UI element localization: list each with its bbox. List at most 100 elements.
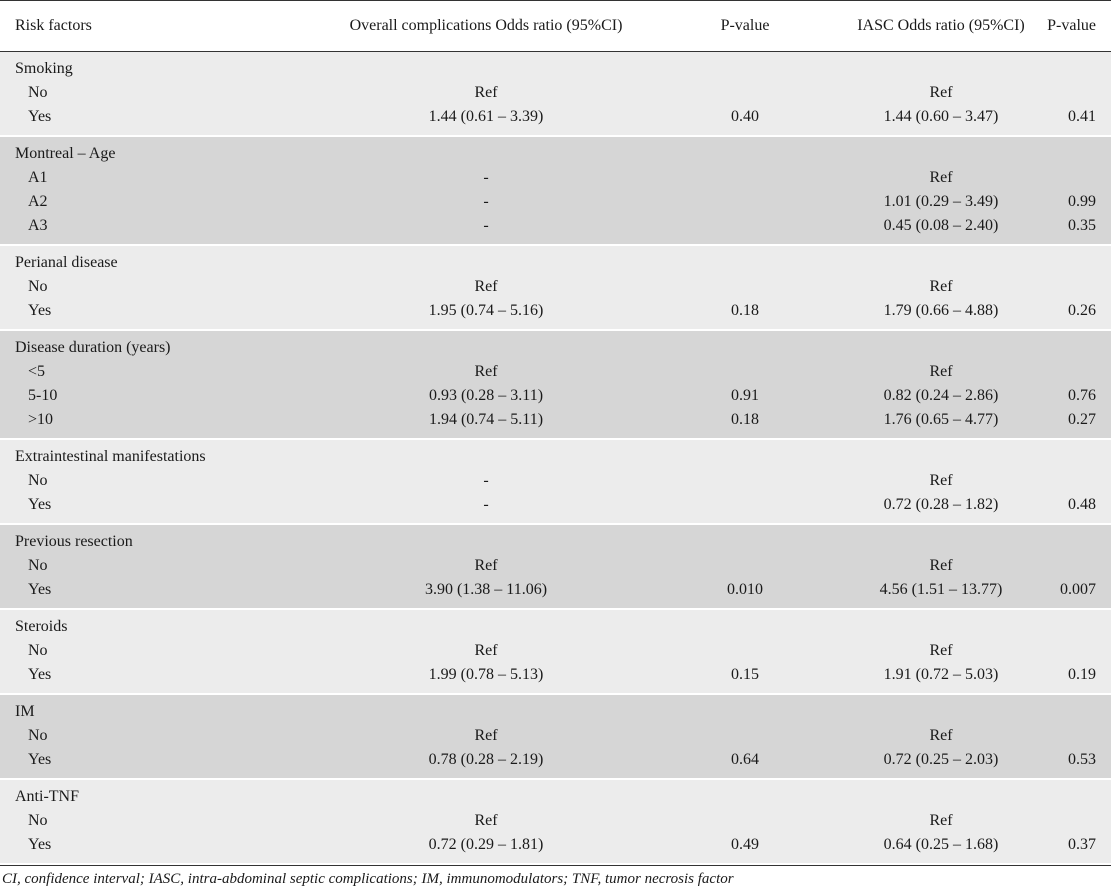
overall-or-cell: Ref bbox=[232, 724, 680, 748]
overall-p-cell: 0.49 bbox=[680, 833, 830, 864]
iasc-or-cell: 0.72 (0.25 – 2.03) bbox=[830, 748, 1040, 779]
row-label: A3 bbox=[0, 214, 232, 245]
table-row: No Ref Ref bbox=[0, 275, 1111, 299]
table-row: Yes 1.44 (0.61 – 3.39) 0.40 1.44 (0.60 –… bbox=[0, 105, 1111, 136]
row-label: No bbox=[0, 554, 232, 578]
overall-or-cell: 0.72 (0.29 – 1.81) bbox=[232, 833, 680, 864]
iasc-p-cell bbox=[1040, 809, 1111, 833]
overall-p-cell: 0.91 bbox=[680, 384, 830, 408]
table-row: 5-10 0.93 (0.28 – 3.11) 0.91 0.82 (0.24 … bbox=[0, 384, 1111, 408]
iasc-p-cell: 0.48 bbox=[1040, 493, 1111, 524]
overall-p-cell: 0.40 bbox=[680, 105, 830, 136]
iasc-p-cell: 0.27 bbox=[1040, 408, 1111, 439]
table-row: Yes 1.99 (0.78 – 5.13) 0.15 1.91 (0.72 –… bbox=[0, 663, 1111, 694]
iasc-p-cell bbox=[1040, 275, 1111, 299]
row-label: A1 bbox=[0, 166, 232, 190]
iasc-p-cell: 0.19 bbox=[1040, 663, 1111, 694]
table-footnote: CI, confidence interval; IASC, intra-abd… bbox=[0, 865, 1111, 893]
table-row: No Ref Ref bbox=[0, 81, 1111, 105]
group-label: Perianal disease bbox=[0, 245, 232, 275]
group-label: Montreal – Age bbox=[0, 136, 232, 166]
row-label: Yes bbox=[0, 493, 232, 524]
group-label-row: Extraintestinal manifestations bbox=[0, 439, 1111, 469]
table-row: >10 1.94 (0.74 – 5.11) 0.18 1.76 (0.65 –… bbox=[0, 408, 1111, 439]
table-row: No Ref Ref bbox=[0, 724, 1111, 748]
overall-or-cell: 1.94 (0.74 – 5.11) bbox=[232, 408, 680, 439]
overall-p-cell bbox=[680, 275, 830, 299]
overall-or-cell: - bbox=[232, 493, 680, 524]
overall-p-cell bbox=[680, 81, 830, 105]
group-steroids: Steroids No Ref Ref Yes 1.99 (0.78 – 5.1… bbox=[0, 609, 1111, 694]
overall-or-cell: - bbox=[232, 190, 680, 214]
table-header: Risk factors Overall complications Odds … bbox=[0, 0, 1111, 52]
iasc-p-cell bbox=[1040, 724, 1111, 748]
group-label: Extraintestinal manifestations bbox=[0, 439, 232, 469]
row-label: Yes bbox=[0, 299, 232, 330]
table-row: No Ref Ref bbox=[0, 554, 1111, 578]
group-label: Anti-TNF bbox=[0, 779, 232, 809]
iasc-or-cell: Ref bbox=[830, 639, 1040, 663]
row-label: Yes bbox=[0, 105, 232, 136]
overall-or-cell: 0.93 (0.28 – 3.11) bbox=[232, 384, 680, 408]
group-label: Steroids bbox=[0, 609, 232, 639]
overall-p-cell: 0.010 bbox=[680, 578, 830, 609]
overall-or-cell: - bbox=[232, 469, 680, 493]
iasc-or-cell: 0.82 (0.24 – 2.86) bbox=[830, 384, 1040, 408]
iasc-p-cell: 0.76 bbox=[1040, 384, 1111, 408]
overall-p-cell: 0.18 bbox=[680, 299, 830, 330]
group-disease-duration: Disease duration (years) <5 Ref Ref 5-10… bbox=[0, 330, 1111, 439]
overall-or-cell: Ref bbox=[232, 81, 680, 105]
table-row: A3 - 0.45 (0.08 – 2.40) 0.35 bbox=[0, 214, 1111, 245]
overall-or-cell: - bbox=[232, 214, 680, 245]
row-label: No bbox=[0, 275, 232, 299]
group-label: Disease duration (years) bbox=[0, 330, 232, 360]
header-row: Risk factors Overall complications Odds … bbox=[0, 0, 1111, 52]
group-label-row: IM bbox=[0, 694, 1111, 724]
iasc-p-cell: 0.35 bbox=[1040, 214, 1111, 245]
overall-p-cell: 0.64 bbox=[680, 748, 830, 779]
row-label: Yes bbox=[0, 833, 232, 864]
iasc-or-cell: 0.72 (0.28 – 1.82) bbox=[830, 493, 1040, 524]
header-p-value-overall: P-value bbox=[680, 0, 830, 52]
iasc-or-cell: 1.44 (0.60 – 3.47) bbox=[830, 105, 1040, 136]
row-label: No bbox=[0, 81, 232, 105]
iasc-or-cell: Ref bbox=[830, 275, 1040, 299]
row-label: >10 bbox=[0, 408, 232, 439]
overall-or-cell: 3.90 (1.38 – 11.06) bbox=[232, 578, 680, 609]
table-row: <5 Ref Ref bbox=[0, 360, 1111, 384]
overall-or-cell: 1.44 (0.61 – 3.39) bbox=[232, 105, 680, 136]
row-label: Yes bbox=[0, 578, 232, 609]
overall-or-cell: Ref bbox=[232, 554, 680, 578]
overall-p-cell bbox=[680, 639, 830, 663]
overall-p-cell bbox=[680, 493, 830, 524]
overall-p-cell bbox=[680, 166, 830, 190]
overall-p-cell: 0.18 bbox=[680, 408, 830, 439]
overall-or-cell: 0.78 (0.28 – 2.19) bbox=[232, 748, 680, 779]
iasc-or-cell: Ref bbox=[830, 81, 1040, 105]
overall-p-cell bbox=[680, 190, 830, 214]
group-label-row: Anti-TNF bbox=[0, 779, 1111, 809]
overall-p-cell bbox=[680, 809, 830, 833]
iasc-or-cell: Ref bbox=[830, 809, 1040, 833]
overall-p-cell bbox=[680, 724, 830, 748]
group-label-row: Steroids bbox=[0, 609, 1111, 639]
iasc-p-cell bbox=[1040, 554, 1111, 578]
group-perianal-disease: Perianal disease No Ref Ref Yes 1.95 (0.… bbox=[0, 245, 1111, 330]
overall-or-cell: Ref bbox=[232, 809, 680, 833]
iasc-p-cell bbox=[1040, 469, 1111, 493]
overall-p-cell bbox=[680, 554, 830, 578]
group-previous-resection: Previous resection No Ref Ref Yes 3.90 (… bbox=[0, 524, 1111, 609]
table-row: Yes 1.95 (0.74 – 5.16) 0.18 1.79 (0.66 –… bbox=[0, 299, 1111, 330]
overall-or-cell: Ref bbox=[232, 360, 680, 384]
group-label-row: Perianal disease bbox=[0, 245, 1111, 275]
iasc-or-cell: Ref bbox=[830, 724, 1040, 748]
group-label-row: Previous resection bbox=[0, 524, 1111, 554]
iasc-p-cell bbox=[1040, 639, 1111, 663]
group-extraintestinal-manifestations: Extraintestinal manifestations No - Ref … bbox=[0, 439, 1111, 524]
overall-p-cell bbox=[680, 469, 830, 493]
table-row: Yes - 0.72 (0.28 – 1.82) 0.48 bbox=[0, 493, 1111, 524]
row-label: A2 bbox=[0, 190, 232, 214]
iasc-or-cell: 1.76 (0.65 – 4.77) bbox=[830, 408, 1040, 439]
iasc-p-cell: 0.007 bbox=[1040, 578, 1111, 609]
iasc-p-cell: 0.99 bbox=[1040, 190, 1111, 214]
